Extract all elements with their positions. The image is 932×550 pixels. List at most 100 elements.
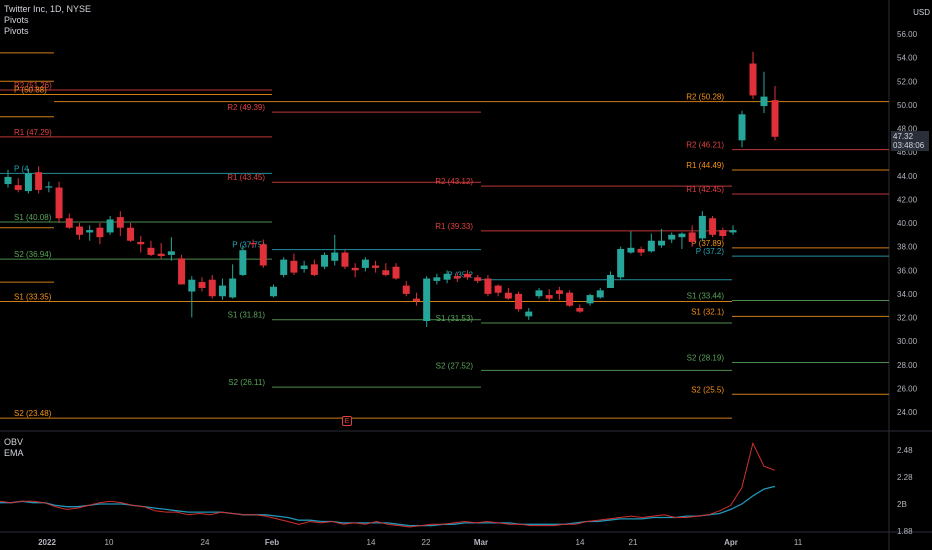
candle-body: [688, 232, 696, 242]
price-tick-label: 30.00: [897, 337, 918, 346]
pivot-label: S2 (25.5): [691, 385, 724, 394]
candle-body: [637, 248, 645, 253]
time-tick-label: 21: [629, 538, 638, 547]
time-tick-label: 2022: [38, 538, 56, 547]
price-tick-label: 40.00: [897, 219, 918, 228]
osc-tick-label: 2.28: [897, 473, 913, 482]
candle-body: [290, 260, 298, 273]
candle-body: [392, 266, 400, 279]
earnings-icon[interactable]: E: [342, 416, 352, 426]
symbol-title[interactable]: Twitter Inc, 1D, NYSE: [4, 4, 92, 14]
price-tick-label: 48.00: [897, 125, 918, 134]
candle-body: [280, 259, 288, 275]
candle-body: [198, 282, 206, 288]
price-tick-label: 32.00: [897, 314, 918, 323]
candle-body: [331, 252, 339, 261]
ema-line: [0, 485, 776, 527]
time-tick-label: 10: [105, 538, 114, 547]
candle-body: [167, 251, 175, 255]
candle-body: [106, 219, 114, 233]
candle-body: [157, 253, 165, 257]
indicator-pivots-1[interactable]: Pivots: [4, 15, 29, 25]
candle-body: [504, 292, 512, 299]
candle-body: [35, 172, 43, 190]
candle-body: [698, 215, 706, 239]
candle-body: [596, 290, 604, 298]
currency-label[interactable]: USD: [913, 8, 930, 17]
obv-label[interactable]: OBV: [4, 437, 24, 447]
time-tick-label: 22: [422, 538, 431, 547]
candle-body: [45, 186, 53, 188]
price-tick-label: 54.00: [897, 54, 918, 63]
candle-body: [423, 278, 431, 322]
candle-body: [55, 187, 63, 219]
price-tick-label: 50.00: [897, 101, 918, 110]
candle-body: [116, 217, 124, 228]
candle-body: [4, 176, 12, 185]
countdown-timer: 03:48:06: [893, 141, 925, 150]
candle-body: [515, 293, 523, 310]
candle-body: [382, 270, 390, 275]
osc-tick-label: 2B: [897, 500, 907, 509]
candle-body: [566, 292, 574, 306]
candle-body: [586, 295, 594, 304]
candle-body: [627, 247, 635, 253]
candle-body: [372, 265, 380, 268]
pivot-label: S1 (33.35): [14, 293, 52, 302]
candle-body: [178, 258, 186, 285]
pivot-label: P (4: [14, 164, 29, 173]
pivot-label: R2 (46.21): [686, 141, 724, 150]
candle-body: [86, 230, 94, 233]
candle-body: [229, 278, 237, 298]
price-tick-label: 52.00: [897, 77, 918, 86]
candle-body: [259, 244, 267, 266]
candle-body: [249, 243, 257, 245]
pivot-label: R1 (42.45): [686, 185, 724, 194]
pivot-label: R2 (49.39): [227, 103, 265, 112]
price-tick-label: 26.00: [897, 384, 918, 393]
candle-body: [433, 277, 441, 281]
candle-body: [658, 240, 666, 246]
pivot-label: S1 (33.44): [687, 291, 725, 300]
time-tick-label: 14: [576, 538, 585, 547]
price-tick-label: 38.00: [897, 243, 918, 252]
time-tick-label: Apr: [724, 538, 738, 547]
candle-body: [647, 240, 655, 252]
price-tick-label: 46.00: [897, 148, 918, 157]
candle-body: [771, 100, 779, 137]
pivot-label: P (37.89): [691, 239, 724, 248]
candle-body: [535, 290, 543, 297]
pivot-label: S1 (31.53): [436, 314, 474, 323]
price-tick-label: 44.00: [897, 172, 918, 181]
pivot-label: P (37.75): [232, 241, 265, 250]
price-tick-label: 36.00: [897, 266, 918, 275]
pivot-label: S2 (28.19): [687, 354, 725, 363]
indicator-pivots-2[interactable]: Pivots: [4, 26, 29, 36]
candle-body: [760, 96, 768, 107]
candle-body: [474, 277, 482, 281]
candle-body: [709, 218, 717, 235]
pivot-label: R2 (43.12): [435, 177, 473, 186]
pivot-label: P (50.88): [14, 85, 47, 94]
pivot-label: R1 (47.29): [14, 128, 52, 137]
candle-body: [617, 248, 625, 278]
pivot-label: R2 (50.28): [686, 93, 724, 102]
candle-body: [576, 308, 584, 312]
candle-body: [412, 298, 420, 301]
time-tick-label: Feb: [265, 538, 279, 547]
candle-body: [402, 285, 410, 294]
candle-body: [310, 264, 318, 275]
ema-label[interactable]: EMA: [4, 448, 24, 458]
candle-body: [738, 114, 746, 141]
price-tick-label: 34.00: [897, 290, 918, 299]
chart-legend: Twitter Inc, 1D, NYSE Pivots Pivots: [4, 4, 91, 37]
candle-body: [555, 290, 563, 294]
candle-body: [668, 234, 676, 240]
osc-tick-label: 2.48: [897, 446, 913, 455]
candle-body: [188, 279, 196, 292]
candle-body: [749, 63, 757, 96]
candle-body: [361, 259, 369, 268]
pivot-label: S2 (26.11): [228, 378, 265, 387]
pivot-label: R1 (44.49): [686, 161, 724, 170]
